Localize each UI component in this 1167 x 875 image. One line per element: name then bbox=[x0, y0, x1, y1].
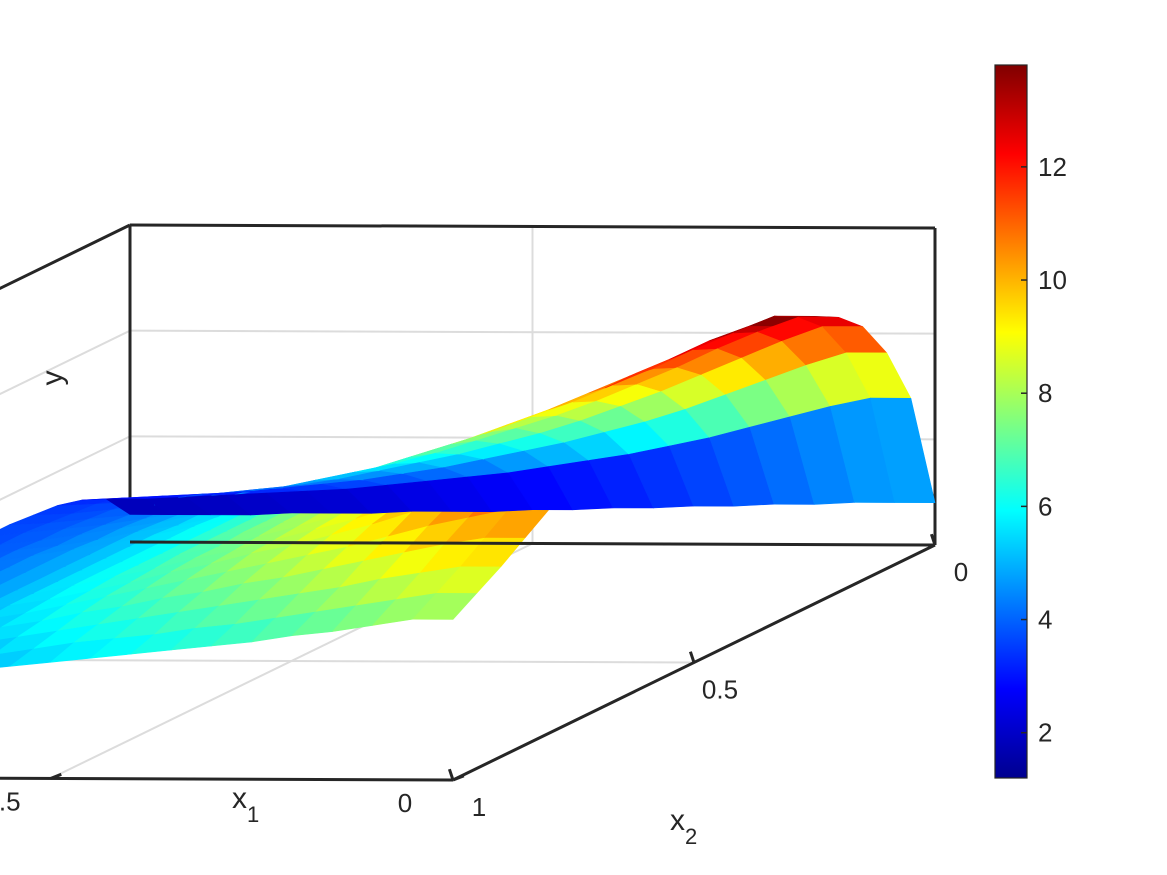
axes-box-back bbox=[0, 223, 937, 545]
colorbar-tick-label: 4 bbox=[1038, 605, 1052, 635]
wall-grid-horizontal-x1wall bbox=[0, 329, 131, 396]
x2-tick-mark bbox=[447, 768, 455, 781]
surface-face bbox=[870, 397, 936, 504]
x2-tick-label: 0 bbox=[954, 557, 968, 587]
colorbar-tick-label: 8 bbox=[1038, 378, 1052, 408]
axis-ticks: 00.5100.51051015 bbox=[0, 533, 968, 822]
x1-tick-mark bbox=[49, 772, 62, 780]
x2-tick-mark bbox=[929, 533, 937, 546]
surface-mesh bbox=[0, 315, 936, 668]
colorbar-tick-label: 6 bbox=[1038, 491, 1052, 521]
colorbar bbox=[994, 64, 1028, 779]
box-edge-back-top-x2 bbox=[0, 223, 131, 291]
x2-tick-label: 1 bbox=[472, 792, 486, 822]
floor-grid-line-x2 bbox=[0, 658, 695, 664]
colorbar-tick-label: 2 bbox=[1038, 718, 1052, 748]
x1-tick-label: 0 bbox=[398, 788, 412, 818]
wall-grid-horizontal-x1wall bbox=[0, 435, 131, 501]
colorbar-tick-label: 12 bbox=[1038, 152, 1067, 182]
x2-axis-label-base: x bbox=[670, 804, 685, 837]
x1-axis-label: x1 bbox=[232, 782, 259, 827]
x2-tick-label: 0.5 bbox=[702, 675, 738, 705]
x1-tick-mark bbox=[452, 774, 465, 782]
x1-axis-label-base: x bbox=[232, 782, 247, 815]
colorbar-tick-label: 10 bbox=[1038, 265, 1067, 295]
z-axis-label: y bbox=[36, 371, 69, 386]
box-edge-back-top-x1 bbox=[129, 223, 936, 230]
x2-axis-label: x2 bbox=[670, 804, 697, 849]
colorbar-ticks: 2 4 6 8 10 12 bbox=[1021, 152, 1067, 748]
x2-tick-mark bbox=[688, 651, 696, 663]
x2-axis-label-subscript: 2 bbox=[685, 824, 697, 849]
x1-axis-line bbox=[0, 776, 454, 782]
x1-tick-label: 0.5 bbox=[0, 787, 21, 817]
wall-grid-horizontal-x1wall bbox=[0, 224, 131, 290]
x1-axis-label-subscript: 1 bbox=[247, 802, 259, 827]
box-edge-front-x1 bbox=[129, 540, 936, 547]
